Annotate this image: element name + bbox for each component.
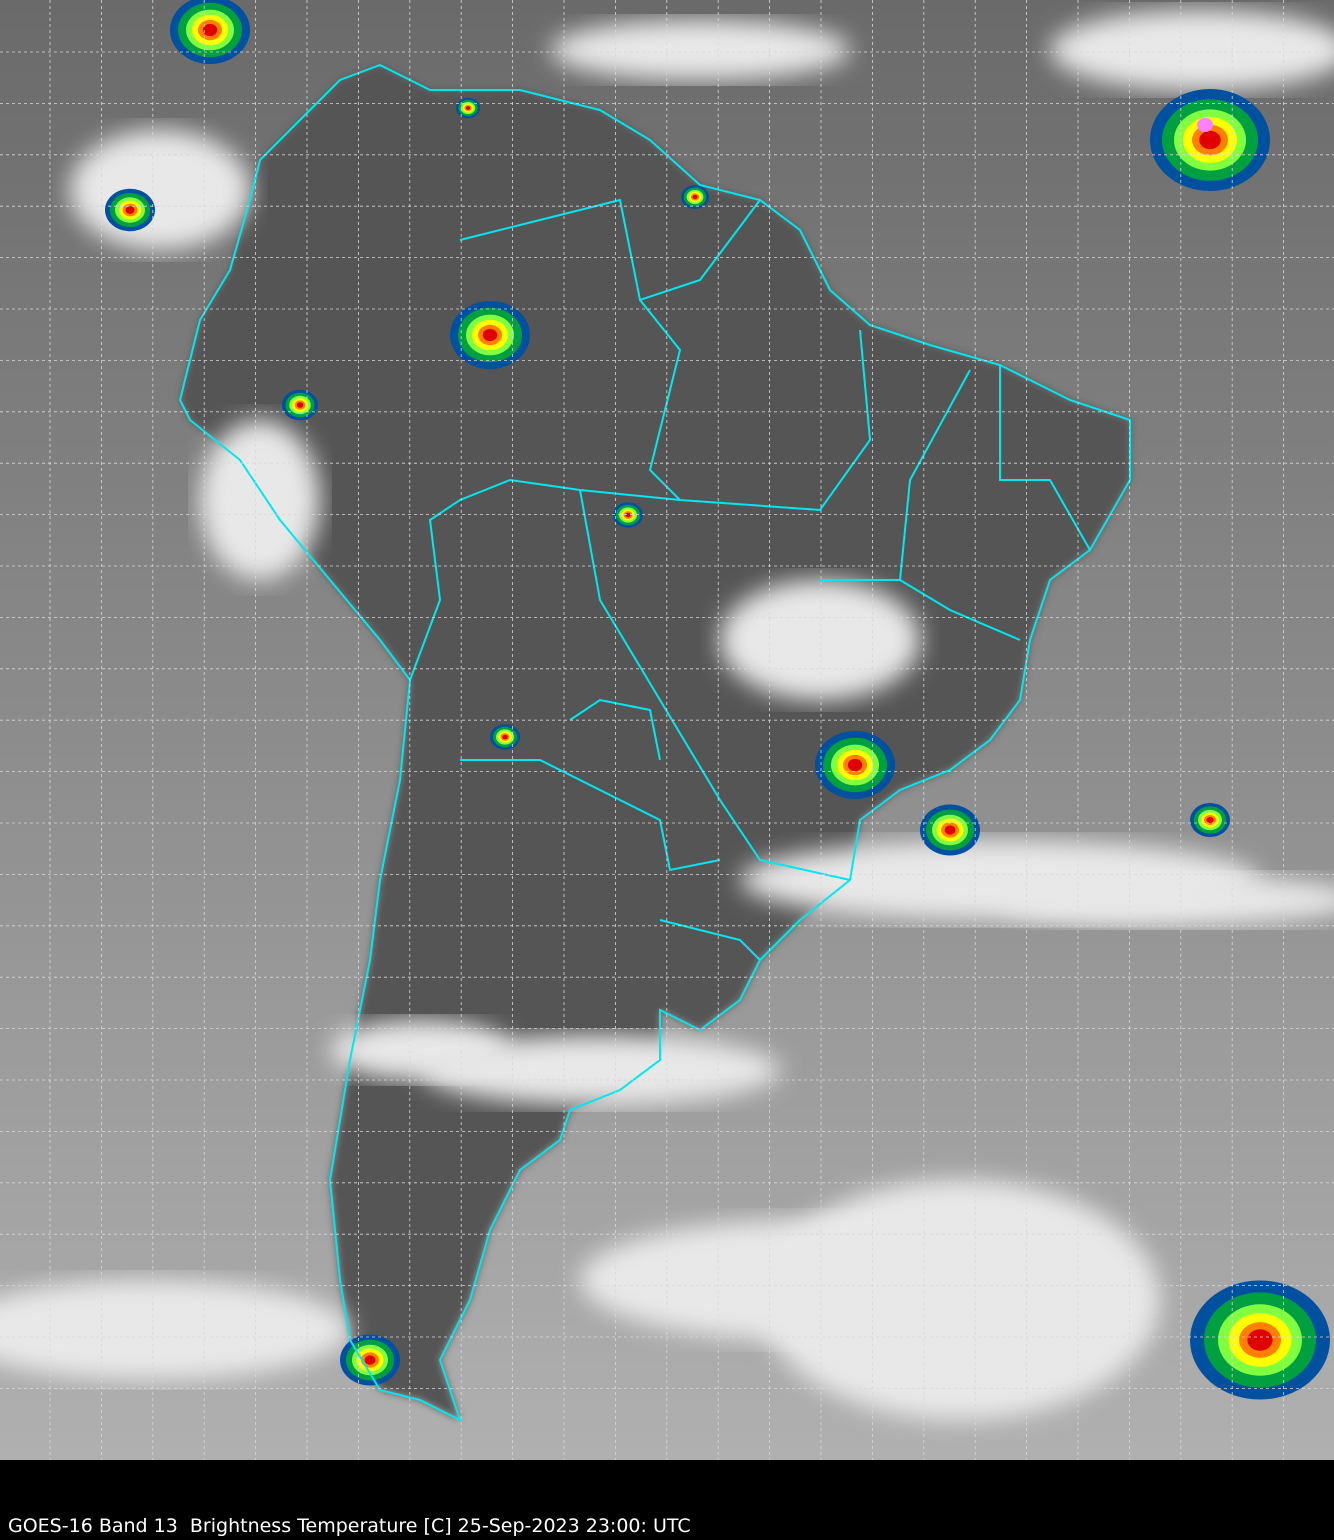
cloud-bright <box>720 580 920 700</box>
image-caption: GOES-16 Band 13 Brightness Temperature [… <box>8 1515 691 1537</box>
continent-land <box>180 65 1130 1420</box>
cloud-layer <box>0 0 1334 1420</box>
convective-cell <box>625 512 631 518</box>
satellite-map <box>0 0 1334 1460</box>
cloud-bright <box>70 130 250 250</box>
cloud-bright <box>1050 10 1334 90</box>
convective-cell <box>847 758 863 772</box>
convective-cell <box>125 206 135 214</box>
convective-cell <box>502 734 508 740</box>
convective-cell <box>1206 816 1214 824</box>
convective-cell <box>944 825 956 835</box>
lat-lon-grid <box>0 0 1334 1460</box>
cloud-bright <box>1000 875 1334 925</box>
cloud-bright <box>420 1035 780 1105</box>
convective-cell <box>202 23 218 37</box>
cloud-bright <box>200 420 320 580</box>
cloud-bright <box>550 20 850 80</box>
country-borders <box>178 63 1131 1422</box>
convective-cell <box>692 194 698 200</box>
cloud-bright <box>760 1180 1160 1420</box>
convective-cell <box>1247 1329 1273 1351</box>
cloud-bright <box>330 1020 510 1080</box>
convective-cell-core <box>1197 118 1213 132</box>
convective-cell <box>482 328 498 342</box>
cloud-bright <box>0 1280 350 1380</box>
convective-cell <box>364 1355 376 1365</box>
convective-cell <box>1199 130 1221 150</box>
convective-cell <box>296 402 304 408</box>
convective-cell <box>465 106 471 110</box>
